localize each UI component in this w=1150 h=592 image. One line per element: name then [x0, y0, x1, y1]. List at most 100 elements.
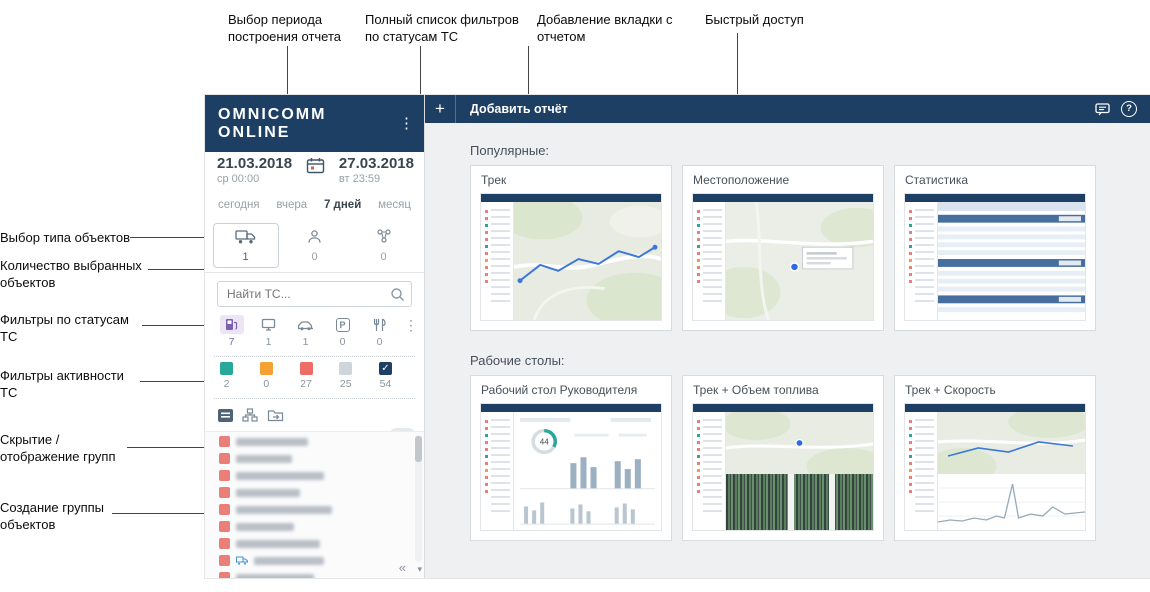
mini-speed-chart	[938, 474, 1085, 530]
scroll-down-icon[interactable]: ▾	[417, 564, 422, 574]
mini-map	[726, 412, 873, 474]
mini-map-and-chart	[938, 412, 1085, 530]
callout-line-activity-filters	[140, 381, 208, 382]
section-title-popular: Популярные:	[470, 143, 550, 158]
annotation-object-type: Выбор типа объектов	[0, 230, 131, 245]
quick-period-7days[interactable]: 7 дней	[323, 199, 362, 211]
report-card-statistics[interactable]: Статистика	[894, 165, 1096, 331]
mini-header-bar	[693, 194, 873, 202]
activity-filter-stopped[interactable]: 27	[299, 362, 313, 390]
report-tabs-bar: + Добавить отчёт ?	[425, 95, 1150, 123]
status-filter-moving[interactable]: 1	[287, 315, 324, 348]
vehicle-row[interactable]	[205, 553, 424, 568]
activity-filter-all-checkbox[interactable]: ✓ 54	[379, 362, 392, 390]
vehicle-row[interactable]	[205, 502, 424, 517]
vehicle-row[interactable]	[205, 468, 424, 483]
truck-icon	[234, 229, 257, 249]
report-card-track-fuel[interactable]: Трек + Объем топлива	[682, 375, 884, 541]
card-thumbnail-track	[480, 193, 662, 321]
activity-filters: 2 0 27 25 ✓ 54	[220, 362, 392, 390]
vehicle-status-square	[219, 436, 230, 447]
parking-icon: P	[331, 315, 355, 334]
status-filter-parking[interactable]: P 0	[324, 315, 361, 348]
card-thumbnail-track-fuel	[692, 403, 874, 531]
sidebar-collapse-icon[interactable]: «	[398, 560, 406, 575]
tab-drivers[interactable]: 0	[282, 223, 348, 268]
quick-period-today[interactable]: сегодня	[218, 199, 260, 211]
report-card-manager-desktop[interactable]: Рабочий стол Руководителя 44	[470, 375, 672, 541]
list-scrollbar[interactable]	[415, 435, 422, 562]
period-row: 21.03.2018 ср 00:00 27.03.2018 вт 23:59	[217, 155, 414, 185]
vehicles-selected-count: 1	[242, 250, 249, 263]
report-card-location[interactable]: Местоположение	[682, 165, 884, 331]
status-filters: 7 1 1 P 0	[213, 315, 418, 348]
report-card-track[interactable]: Трек	[470, 165, 672, 331]
report-card-track-speed[interactable]: Трек + Скорость	[894, 375, 1096, 541]
vehicle-row[interactable]	[205, 519, 424, 534]
mini-header-bar	[693, 404, 873, 412]
annotation-status-filters: Фильтры по статусам ТС	[0, 312, 129, 344]
status-filter-service[interactable]: 0	[361, 315, 398, 348]
divider	[214, 356, 415, 357]
feedback-icon[interactable]	[1095, 102, 1110, 116]
activity-count: 25	[339, 378, 352, 390]
vehicle-row[interactable]	[205, 451, 424, 466]
tab-object-groups[interactable]: 0	[351, 223, 417, 268]
vehicle-row[interactable]	[205, 536, 424, 551]
card-title: Трек + Объем топлива	[693, 383, 819, 397]
status-filter-fueling[interactable]: 7	[213, 315, 250, 348]
vehicle-name-blurred	[236, 505, 332, 514]
terminal-icon	[257, 315, 281, 334]
status-filters-more-icon[interactable]: ⋮	[404, 317, 418, 333]
status-filter-terminal[interactable]: 1	[250, 315, 287, 348]
mini-header-bar	[905, 404, 1085, 412]
create-group-icon[interactable]	[267, 409, 284, 422]
activity-filter-idle[interactable]: 0	[259, 362, 273, 390]
add-tab-button[interactable]: +	[425, 95, 456, 123]
activity-filter-no-data[interactable]: 25	[339, 362, 353, 390]
period-end[interactable]: 27.03.2018 вт 23:59	[339, 155, 414, 185]
quick-period-yesterday[interactable]: вчера	[276, 199, 308, 211]
mini-map	[514, 202, 661, 320]
mini-sidebar	[481, 202, 514, 320]
calendar-icon[interactable]	[306, 157, 325, 179]
mini-fuel-gantt	[726, 474, 873, 530]
status-count: 0	[376, 336, 383, 348]
hierarchy-icon[interactable]	[242, 408, 258, 422]
callout-line-status-filters	[142, 325, 208, 326]
mini-header-bar	[905, 194, 1085, 202]
mini-dashboard: 44	[514, 412, 661, 530]
help-icon[interactable]: ?	[1121, 101, 1137, 117]
period-start[interactable]: 21.03.2018 ср 00:00	[217, 155, 292, 185]
mini-sidebar	[693, 202, 726, 320]
activity-filter-moving[interactable]: 2	[220, 362, 233, 390]
mini-sidebar	[693, 412, 726, 530]
activity-swatch-orange	[259, 362, 273, 375]
callout-line-object-type	[130, 237, 210, 238]
vehicle-status-square	[219, 487, 230, 498]
menu-dots-icon[interactable]: ⋮	[399, 115, 414, 132]
logo-line2: ONLINE	[218, 124, 291, 142]
groups-visibility-icon[interactable]	[218, 408, 233, 422]
gauge-value: 44	[540, 438, 550, 447]
group-tools	[218, 404, 284, 426]
search-input[interactable]	[217, 281, 412, 307]
card-title: Трек + Скорость	[905, 383, 996, 397]
mini-map	[938, 412, 1085, 474]
tab-vehicles[interactable]: 1	[212, 223, 279, 268]
card-title: Местоположение	[693, 173, 790, 187]
scrollbar-thumb[interactable]	[415, 436, 422, 462]
annotation-selected-count: Количество выбранных объектов	[0, 258, 142, 290]
activity-count: 54	[379, 378, 392, 390]
status-count: 7	[228, 336, 235, 348]
add-report-tab[interactable]: Добавить отчёт	[470, 102, 568, 116]
vehicle-row[interactable]	[205, 485, 424, 500]
vehicle-row[interactable]	[205, 434, 424, 449]
desktop-cards: Рабочий стол Руководителя 44	[470, 375, 1096, 541]
quick-period-month[interactable]: месяц	[378, 199, 411, 211]
activity-count: 0	[263, 378, 270, 390]
status-count: 0	[339, 336, 346, 348]
vehicle-row[interactable]	[205, 570, 424, 578]
search-icon[interactable]	[390, 287, 405, 307]
